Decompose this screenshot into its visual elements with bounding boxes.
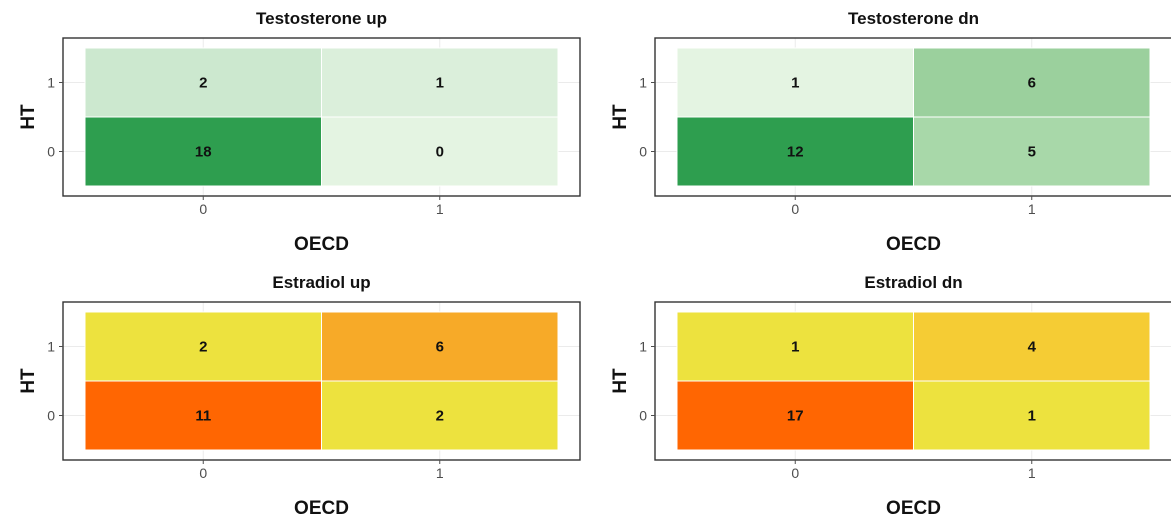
y-axis-title: HT bbox=[18, 368, 39, 394]
heatmap-cell bbox=[84, 116, 322, 187]
x-tick-label: 0 bbox=[199, 465, 207, 481]
heatmap-cell bbox=[913, 311, 1151, 382]
y-tick-label: 1 bbox=[47, 339, 55, 355]
y-tick-label: 1 bbox=[639, 75, 647, 91]
heatmap-cell bbox=[676, 116, 914, 187]
y-axis-title: HT bbox=[610, 104, 631, 130]
cell-value-label: 2 bbox=[199, 75, 207, 92]
x-tick-label: 1 bbox=[436, 465, 444, 481]
cell-value-label: 6 bbox=[1028, 75, 1036, 92]
cell-value-label: 1 bbox=[791, 75, 799, 92]
panel-border bbox=[62, 37, 581, 197]
y-tick-label: 0 bbox=[639, 408, 647, 424]
heatmap-cell bbox=[84, 380, 322, 451]
cell-value-label: 1 bbox=[791, 339, 799, 356]
heatmap-cell bbox=[676, 311, 914, 382]
heatmap-cell bbox=[321, 116, 559, 187]
chart-title: Testosterone up bbox=[256, 9, 387, 28]
cell-value-label: 1 bbox=[1028, 408, 1036, 425]
cell-value-label: 5 bbox=[1028, 144, 1036, 161]
heatmap-cell bbox=[913, 116, 1151, 187]
cell-value-label: 2 bbox=[199, 339, 207, 356]
cell-value-label: 17 bbox=[787, 408, 804, 425]
heatmap-cell bbox=[321, 311, 559, 382]
cell-value-label: 11 bbox=[195, 408, 211, 425]
cell-value-label: 4 bbox=[1028, 339, 1037, 356]
panel-border bbox=[654, 37, 1171, 197]
x-tick-label: 1 bbox=[436, 201, 444, 217]
x-tick-label: 1 bbox=[1028, 465, 1036, 481]
heatmap-cell bbox=[321, 380, 559, 451]
y-tick-label: 1 bbox=[639, 339, 647, 355]
chart-title: Estradiol dn bbox=[864, 273, 962, 292]
cell-value-label: 6 bbox=[436, 339, 444, 356]
y-tick-label: 0 bbox=[639, 144, 647, 160]
x-axis-title: OECD bbox=[294, 234, 349, 255]
heatmap-panel: Testosterone up 2 1 18 0 0 1 0 1 OECD HT bbox=[18, 9, 581, 255]
y-tick-label: 0 bbox=[47, 408, 55, 424]
x-axis-title: OECD bbox=[886, 234, 941, 255]
panel-border bbox=[62, 301, 581, 461]
cell-value-label: 1 bbox=[436, 75, 444, 92]
y-axis-title: HT bbox=[18, 104, 39, 130]
x-tick-label: 1 bbox=[1028, 201, 1036, 217]
heatmap-cell bbox=[676, 47, 914, 118]
heatmap-cell bbox=[913, 380, 1151, 451]
heatmap-panel: Estradiol dn 1 4 17 1 0 1 0 1 OECD HT bbox=[610, 273, 1171, 519]
heatmap-cell bbox=[84, 47, 322, 118]
y-axis-title: HT bbox=[610, 368, 631, 394]
heatmap-cell bbox=[84, 311, 322, 382]
heatmap-panel: Testosterone dn 1 6 12 5 0 1 0 1 OECD HT bbox=[610, 9, 1171, 255]
panel-border bbox=[654, 301, 1171, 461]
x-axis-title: OECD bbox=[886, 498, 941, 519]
chart-title: Testosterone dn bbox=[848, 9, 979, 28]
cell-value-label: 0 bbox=[436, 144, 444, 161]
x-tick-label: 0 bbox=[199, 201, 207, 217]
heatmap-cell bbox=[913, 47, 1151, 118]
x-axis-title: OECD bbox=[294, 498, 349, 519]
heatmap-cell bbox=[676, 380, 914, 451]
y-tick-label: 0 bbox=[47, 144, 55, 160]
x-tick-label: 0 bbox=[791, 201, 799, 217]
heatmap-panel: Estradiol up 2 6 11 2 0 1 0 1 OECD HT bbox=[18, 273, 581, 519]
x-tick-label: 0 bbox=[791, 465, 799, 481]
cell-value-label: 12 bbox=[787, 144, 804, 161]
chart-title: Estradiol up bbox=[272, 273, 370, 292]
cell-value-label: 18 bbox=[195, 144, 212, 161]
cell-value-label: 2 bbox=[436, 408, 444, 425]
y-tick-label: 1 bbox=[47, 75, 55, 91]
